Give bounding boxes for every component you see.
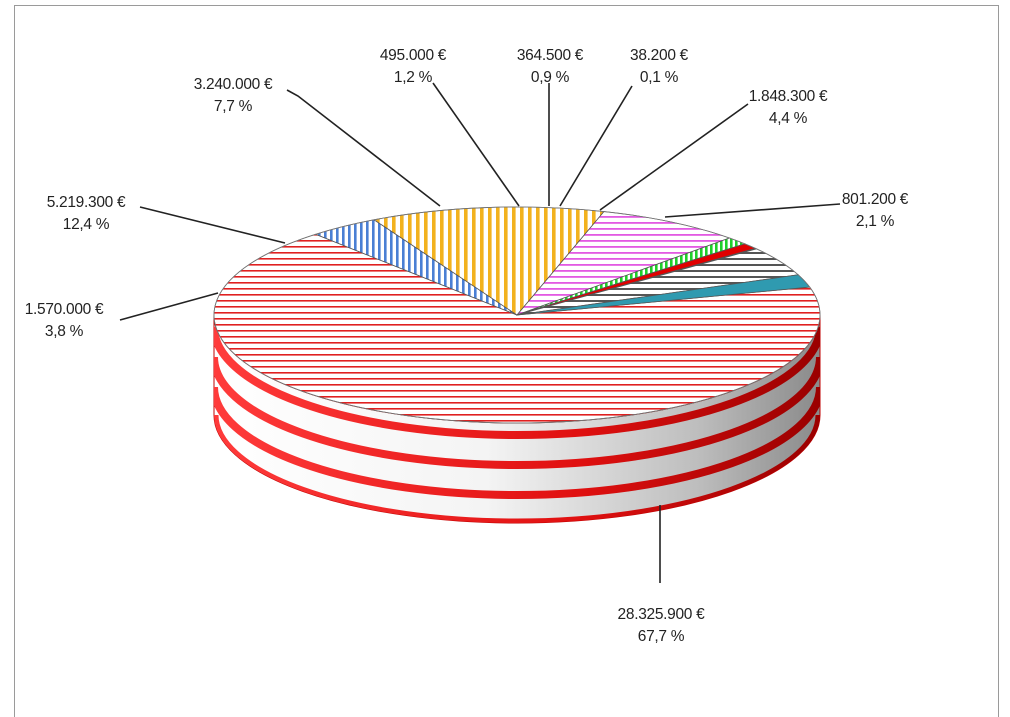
slice-percent-label: 67,7 % — [638, 628, 685, 645]
slice-amount-label: 3.240.000 € — [194, 76, 273, 93]
slice-percent-label: 1,2 % — [394, 69, 433, 86]
pie-rim — [213, 206, 821, 424]
data-labels: 28.325.900 € 67,7 % 1.570.000 € 3,8 % 5.219.… — [25, 47, 909, 645]
slice-amount-label: 801.200 € — [842, 191, 909, 208]
slice-percent-label: 2,1 % — [856, 213, 895, 230]
pie-side-stripes — [214, 326, 820, 523]
pie-slices — [213, 206, 821, 424]
slice-percent-label: 0,9 % — [531, 69, 570, 86]
leader-lines — [119, 82, 841, 583]
slice-percent-label: 3,8 % — [45, 323, 84, 340]
pie-side-wall — [213, 314, 821, 524]
slice-amount-label: 5.219.300 € — [47, 194, 126, 211]
slice-amount-label: 1.570.000 € — [25, 301, 104, 318]
side-stripe — [214, 414, 820, 523]
slice-amount-label: 38.200 € — [630, 47, 689, 64]
slice-amount-label: 28.325.900 € — [618, 606, 706, 623]
slice-percent-label: 0,1 % — [640, 69, 679, 86]
slice-percent-label: 7,7 % — [214, 98, 253, 115]
leader-line — [599, 103, 749, 211]
slice-amount-label: 364.500 € — [517, 47, 584, 64]
leader-line — [432, 82, 520, 207]
leader-line — [286, 89, 441, 207]
side-stripe — [214, 356, 820, 469]
side-stripe — [214, 326, 820, 439]
leader-line — [119, 292, 219, 321]
chart-frame — [14, 5, 999, 717]
leader-line — [664, 203, 841, 218]
leader-line — [139, 206, 286, 244]
slice-amount-label: 495.000 € — [380, 47, 447, 64]
slice-percent-label: 4,4 % — [769, 110, 808, 127]
slice-amount-label: 1.848.300 € — [749, 88, 828, 105]
slice-percent-label: 12,4 % — [63, 216, 110, 233]
side-stripe — [214, 386, 820, 499]
leader-line — [559, 85, 633, 207]
